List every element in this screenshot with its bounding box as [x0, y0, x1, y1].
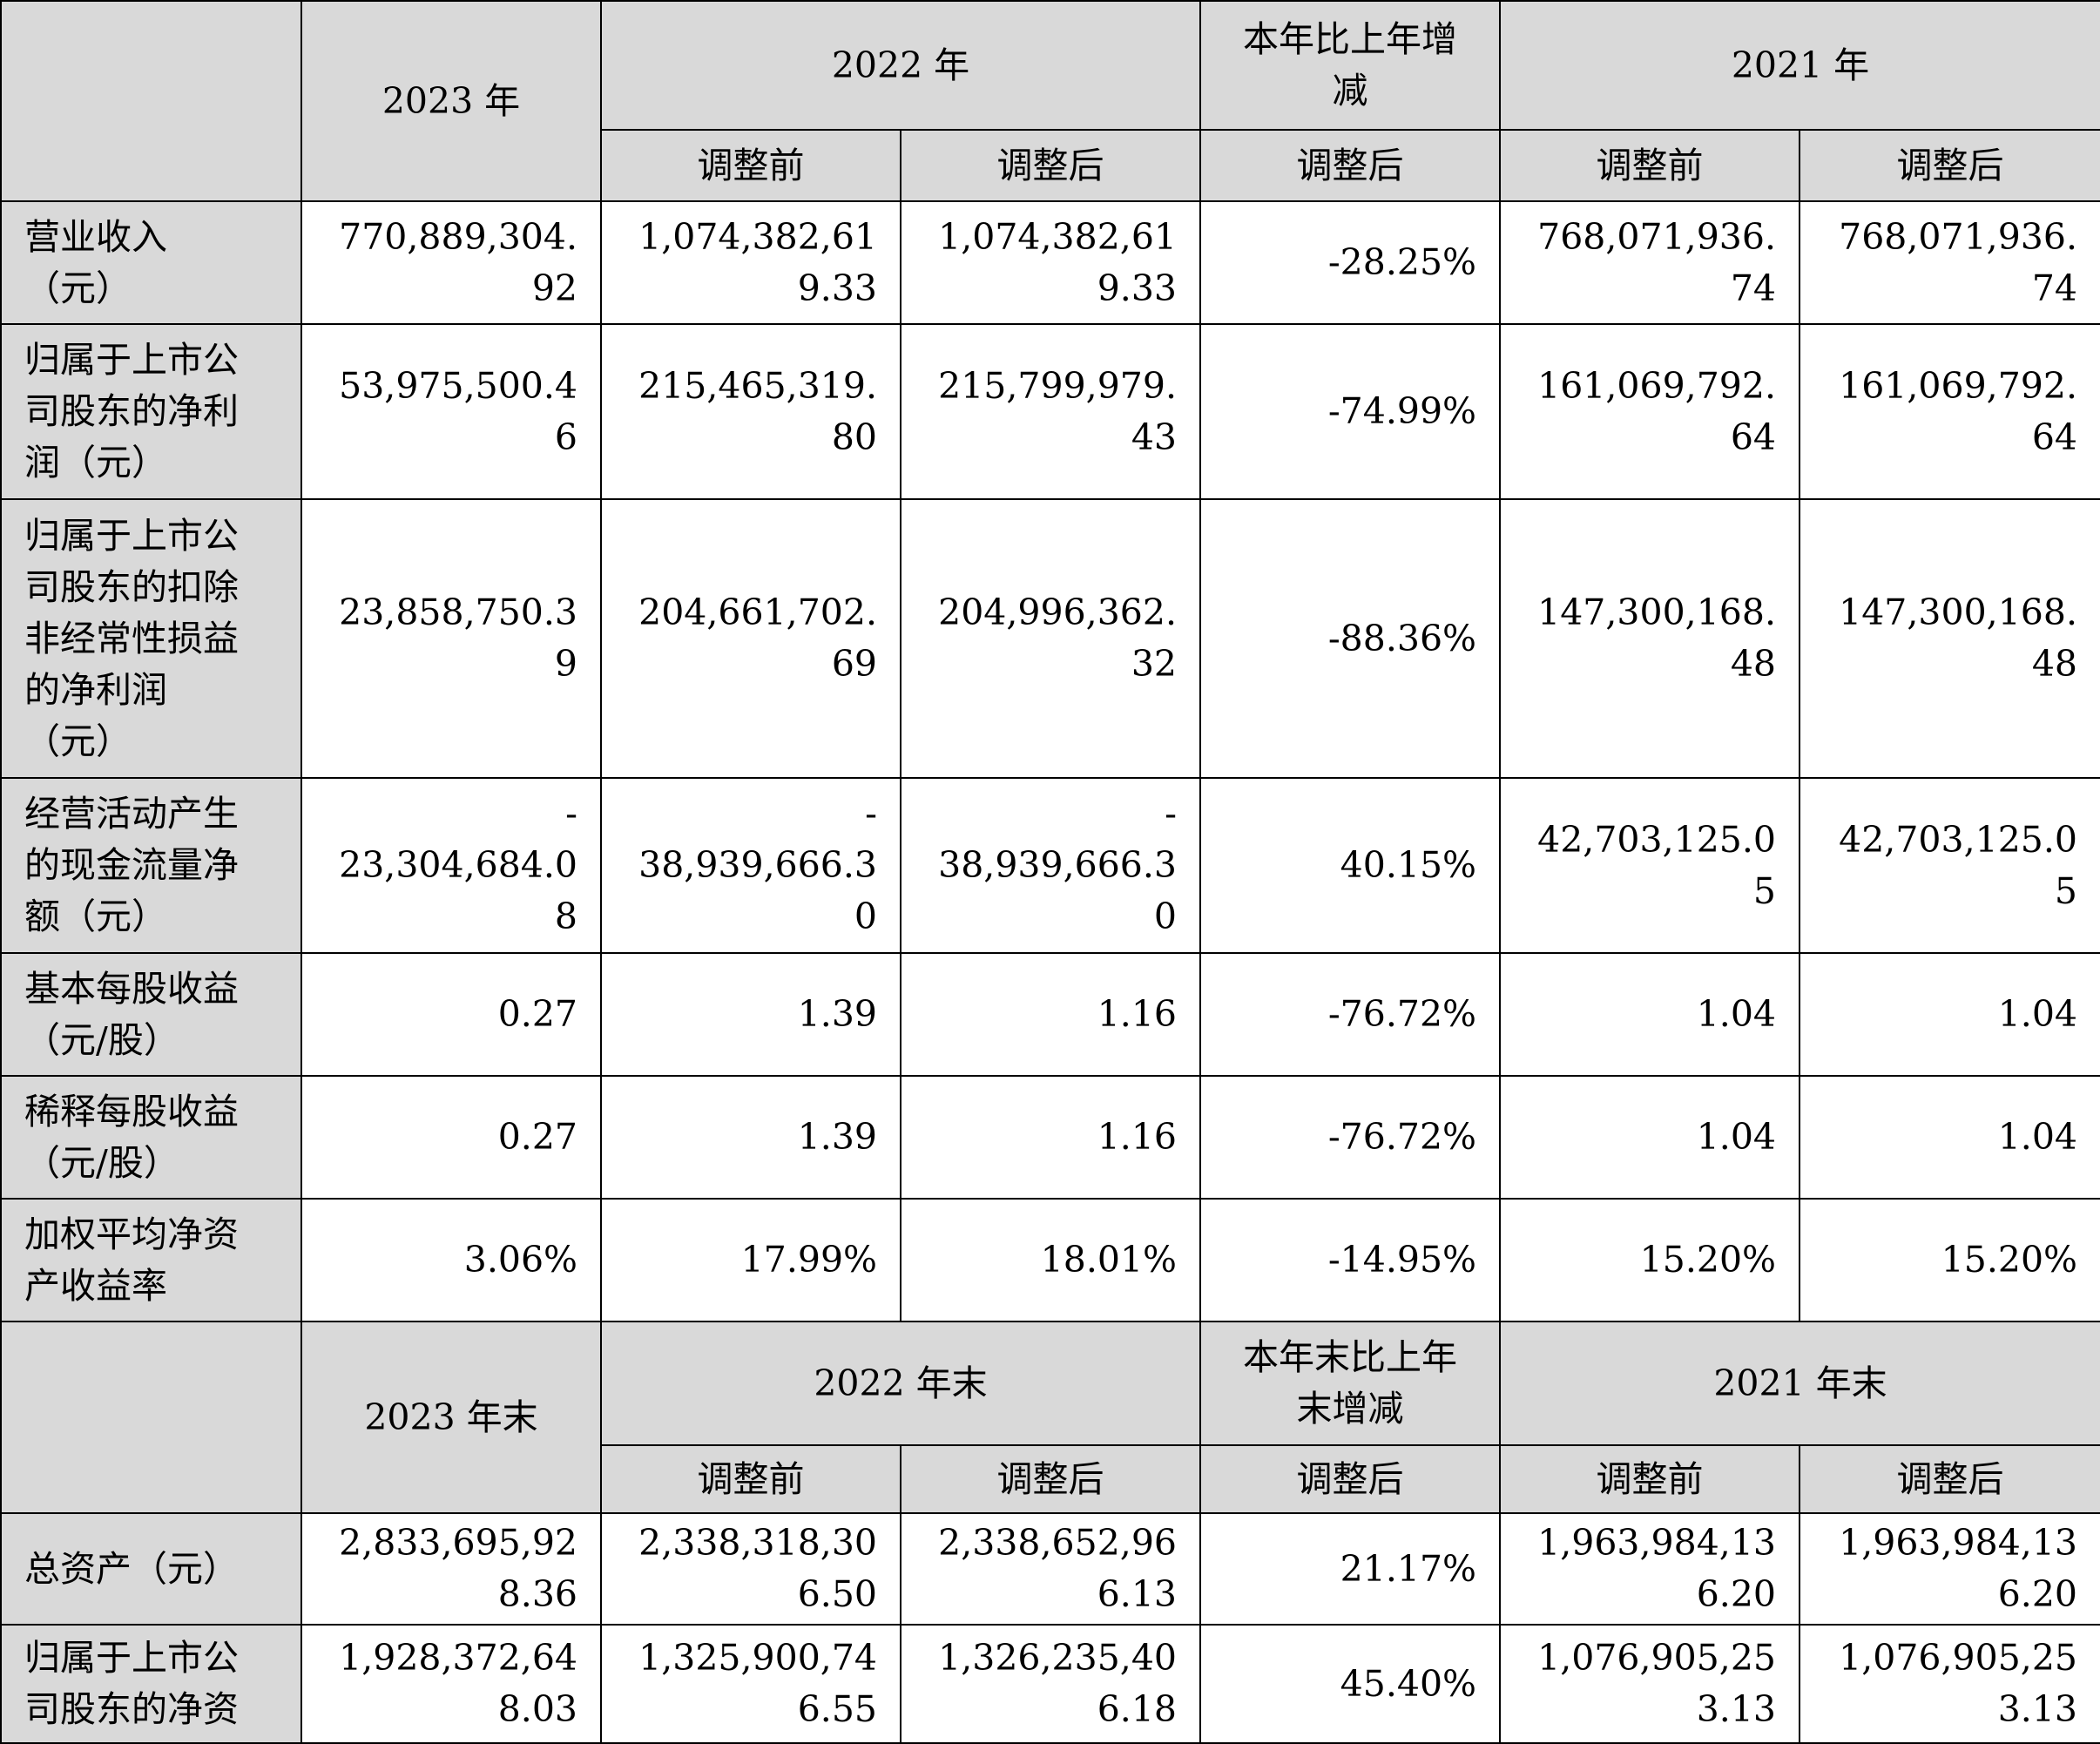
cell-2023: 0.27	[300, 1075, 602, 1200]
cell-2023: 770,889,304. 92	[300, 200, 602, 325]
subheader-2021-end-after: 调整后	[1799, 1444, 2100, 1514]
subheader-2022-end-before: 调整前	[600, 1444, 901, 1514]
cell-2022-before: 215,465,319. 80	[600, 323, 901, 500]
row-label: 经营活动产生 的现金流量净 额（元）	[0, 777, 302, 954]
cell-2021-before: 1.04	[1499, 952, 1800, 1077]
cell-2023-end: 2,833,695,92 8.36	[300, 1512, 602, 1626]
table-row-basic-eps: 基本每股收益 （元/股） 0.27 1.39 1.16 -76.72% 1.04…	[0, 952, 2100, 1077]
table-row-total-assets: 总资产（元） 2,833,695,92 8.36 2,338,318,30 6.…	[0, 1512, 2100, 1626]
row-label: 总资产（元）	[0, 1512, 302, 1626]
header-2021-end: 2021 年末	[1499, 1321, 2100, 1446]
table-row-net-assets: 归属于上市公 司股东的净资 1,928,372,64 8.03 1,325,90…	[0, 1624, 2100, 1744]
cell-2022-before: 204,661,702. 69	[600, 498, 901, 779]
table-row-net-profit: 归属于上市公 司股东的净利 润（元） 53,975,500.4 6 215,46…	[0, 323, 2100, 500]
subheader-change-after: 调整后	[1199, 129, 1501, 202]
subheader-change-end-after: 调整后	[1199, 1444, 1501, 1514]
table-row-revenue: 营业收入 （元） 770,889,304. 92 1,074,382,61 9.…	[0, 200, 2100, 325]
subheader-2022-end-after: 调整后	[900, 1444, 1201, 1514]
cell-change: -88.36%	[1199, 498, 1501, 779]
row-label: 营业收入 （元）	[0, 200, 302, 325]
header-corner	[0, 0, 302, 202]
cell-2021-end-before: 1,076,905,25 3.13	[1499, 1624, 1800, 1744]
cell-2022-after: 215,799,979. 43	[900, 323, 1201, 500]
subheader-2021-after: 调整后	[1799, 129, 2100, 202]
cell-2022-before: 17.99%	[600, 1198, 901, 1322]
cell-2021-after: 1.04	[1799, 952, 2100, 1077]
cell-change: -76.72%	[1199, 1075, 1501, 1200]
cell-2022-after: - 38,939,666.3 0	[900, 777, 1201, 954]
header-2021: 2021 年	[1499, 0, 2100, 132]
cell-2021-after: 15.20%	[1799, 1198, 2100, 1322]
cell-change: -76.72%	[1199, 952, 1501, 1077]
header-2022-end: 2022 年末	[600, 1321, 1201, 1446]
header-2023-end: 2023 年末	[300, 1321, 602, 1514]
header-corner-bottom	[0, 1321, 302, 1514]
cell-2023: 53,975,500.4 6	[300, 323, 602, 500]
cell-2022-after: 204,996,362. 32	[900, 498, 1201, 779]
cell-2021-end-after: 1,076,905,25 3.13	[1799, 1624, 2100, 1744]
cell-2021-after: 42,703,125.0 5	[1799, 777, 2100, 954]
cell-2023: - 23,304,684.0 8	[300, 777, 602, 954]
cell-2022-after: 1.16	[900, 1075, 1201, 1200]
cell-change-end: 45.40%	[1199, 1624, 1501, 1744]
cell-2021-end-before: 1,963,984,13 6.20	[1499, 1512, 1800, 1626]
table-row-weighted-roe: 加权平均净资 产收益率 3.06% 17.99% 18.01% -14.95% …	[0, 1198, 2100, 1322]
cell-2022-before: - 38,939,666.3 0	[600, 777, 901, 954]
cell-2021-end-after: 1,963,984,13 6.20	[1799, 1512, 2100, 1626]
cell-2021-before: 42,703,125.0 5	[1499, 777, 1800, 954]
cell-change: 40.15%	[1199, 777, 1501, 954]
row-label: 稀释每股收益 （元/股）	[0, 1075, 302, 1200]
header-change: 本年比上年增 减	[1199, 0, 1501, 132]
row-label: 归属于上市公 司股东的扣除 非经常性损益 的净利润 （元）	[0, 498, 302, 779]
cell-2021-before: 161,069,792. 64	[1499, 323, 1800, 500]
header-change-end: 本年末比上年 末增减	[1199, 1321, 1501, 1446]
cell-2021-after: 161,069,792. 64	[1799, 323, 2100, 500]
cell-2021-after: 1.04	[1799, 1075, 2100, 1200]
subheader-2022-before: 调整前	[600, 129, 901, 202]
cell-2022-end-after: 1,326,235,40 6.18	[900, 1624, 1201, 1744]
cell-2022-after: 1,074,382,61 9.33	[900, 200, 1201, 325]
table-row-operating-cash-flow: 经营活动产生 的现金流量净 额（元） - 23,304,684.0 8 - 38…	[0, 777, 2100, 954]
subheader-2021-before: 调整前	[1499, 129, 1800, 202]
table-row-net-profit-excl-nonrecurring: 归属于上市公 司股东的扣除 非经常性损益 的净利润 （元） 23,858,750…	[0, 498, 2100, 779]
cell-2021-before: 147,300,168. 48	[1499, 498, 1800, 779]
cell-change: -14.95%	[1199, 1198, 1501, 1322]
subheader-2022-after: 调整后	[900, 129, 1201, 202]
table-row-diluted-eps: 稀释每股收益 （元/股） 0.27 1.39 1.16 -76.72% 1.04…	[0, 1075, 2100, 1200]
cell-2022-before: 1.39	[600, 1075, 901, 1200]
cell-change: -74.99%	[1199, 323, 1501, 500]
cell-2022-end-before: 1,325,900,74 6.55	[600, 1624, 901, 1744]
cell-2023: 3.06%	[300, 1198, 602, 1322]
cell-2021-before: 1.04	[1499, 1075, 1800, 1200]
cell-2022-before: 1.39	[600, 952, 901, 1077]
header-2022: 2022 年	[600, 0, 1201, 132]
row-label: 归属于上市公 司股东的净资	[0, 1624, 302, 1744]
cell-2021-after: 768,071,936. 74	[1799, 200, 2100, 325]
row-label: 归属于上市公 司股东的净利 润（元）	[0, 323, 302, 500]
cell-2022-end-after: 2,338,652,96 6.13	[900, 1512, 1201, 1626]
header-2023: 2023 年	[300, 0, 602, 202]
cell-2023: 0.27	[300, 952, 602, 1077]
row-label: 加权平均净资 产收益率	[0, 1198, 302, 1322]
cell-change: -28.25%	[1199, 200, 1501, 325]
cell-2022-after: 18.01%	[900, 1198, 1201, 1322]
cell-2022-after: 1.16	[900, 952, 1201, 1077]
cell-2022-before: 1,074,382,61 9.33	[600, 200, 901, 325]
cell-2022-end-before: 2,338,318,30 6.50	[600, 1512, 901, 1626]
cell-2021-before: 15.20%	[1499, 1198, 1800, 1322]
subheader-2021-end-before: 调整前	[1499, 1444, 1800, 1514]
row-label: 基本每股收益 （元/股）	[0, 952, 302, 1077]
cell-2023-end: 1,928,372,64 8.03	[300, 1624, 602, 1744]
cell-2021-after: 147,300,168. 48	[1799, 498, 2100, 779]
cell-2021-before: 768,071,936. 74	[1499, 200, 1800, 325]
cell-2023: 23,858,750.3 9	[300, 498, 602, 779]
cell-change-end: 21.17%	[1199, 1512, 1501, 1626]
